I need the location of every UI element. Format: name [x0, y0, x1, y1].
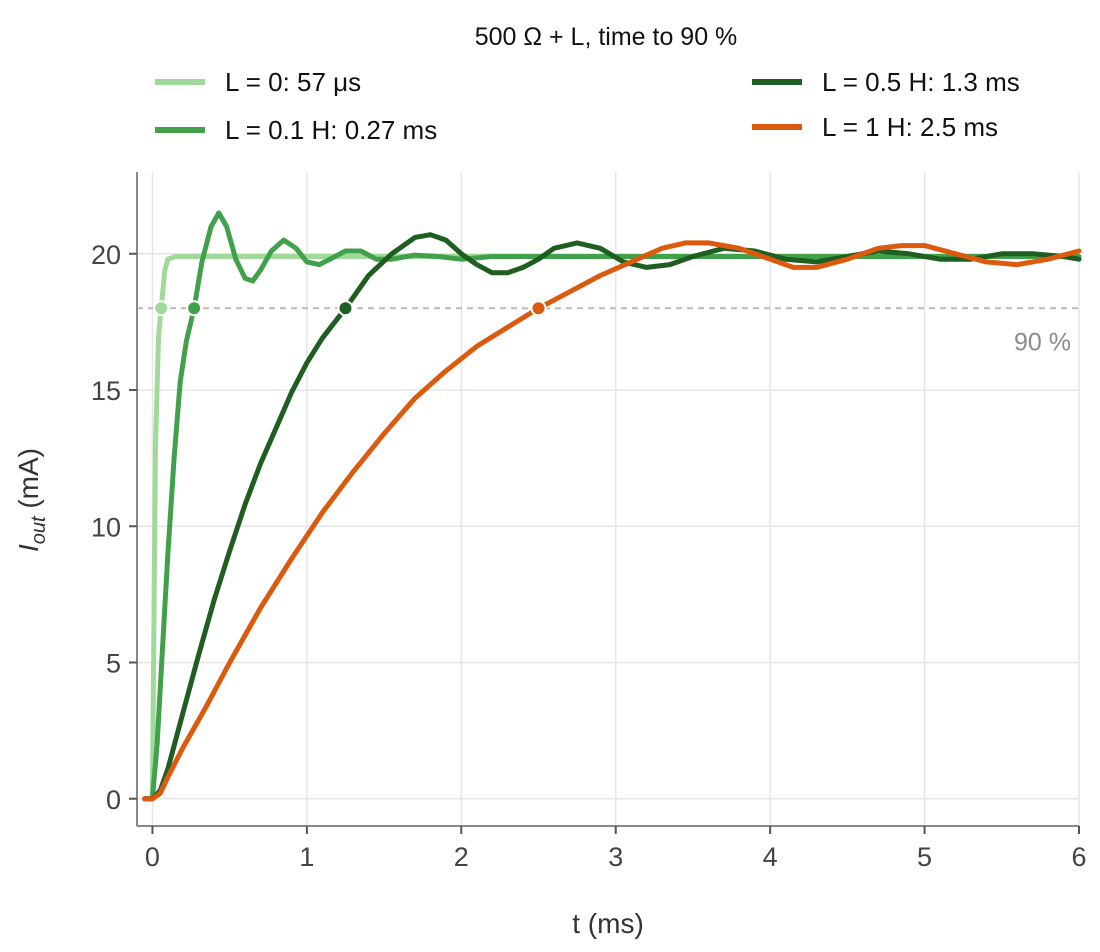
chart-title: 500 Ω + L, time to 90 %: [475, 23, 738, 51]
y-axis-label-main: I: [13, 544, 44, 552]
y-ticks: 0 5 10 15 20: [91, 240, 137, 815]
series-line-1: [142, 210, 1082, 802]
series-line-0: [142, 254, 1082, 802]
y-axis-label-sub: out: [28, 515, 50, 544]
y-tick-label-3: 15: [91, 376, 121, 406]
series-marker-3: [530, 300, 547, 317]
y-tick-label-0: 0: [106, 785, 121, 815]
series-line-3: [142, 240, 1082, 802]
x-tick-label-0: 0: [145, 842, 160, 872]
y-tick-label-2: 10: [91, 512, 121, 542]
y-tick-label-4: 20: [91, 240, 121, 270]
legend-entry-0: L = 0: 57 μs: [225, 67, 361, 97]
y-axis-label-unit: (mA): [13, 448, 44, 516]
y-tick-label-1: 5: [106, 649, 121, 679]
x-tick-label-2: 2: [454, 842, 469, 872]
x-ticks: 0 1 2 3 4 5 6: [145, 826, 1087, 872]
x-tick-label-5: 5: [917, 842, 932, 872]
legend-entry-1: L = 0.1 H: 0.27 ms: [225, 115, 437, 145]
legend-entry-2: L = 0.5 H: 1.3 ms: [822, 67, 1020, 97]
legend-entry-3: L = 1 H: 2.5 ms: [822, 112, 998, 142]
x-tick-label-4: 4: [763, 842, 778, 872]
t90-markers: [153, 300, 547, 317]
threshold-label: 90 %: [1014, 328, 1071, 356]
grid: [137, 172, 1080, 826]
y-axis-label: Iout (mA): [13, 448, 50, 552]
x-axis-label: t (ms): [572, 908, 644, 939]
series-group: [142, 210, 1082, 802]
threshold-line: 90 %: [137, 307, 1079, 356]
x-tick-label-6: 6: [1071, 842, 1086, 872]
series-marker-2: [337, 300, 354, 317]
series-marker-1: [186, 300, 203, 317]
x-tick-label-3: 3: [608, 842, 623, 872]
axes: [136, 172, 1079, 827]
series-line-2: [142, 232, 1082, 802]
series-marker-0: [153, 300, 170, 317]
x-tick-label-1: 1: [299, 842, 314, 872]
legend: L = 0: 57 μs L = 0.1 H: 0.27 ms L = 0.5 H:…: [155, 67, 1020, 145]
